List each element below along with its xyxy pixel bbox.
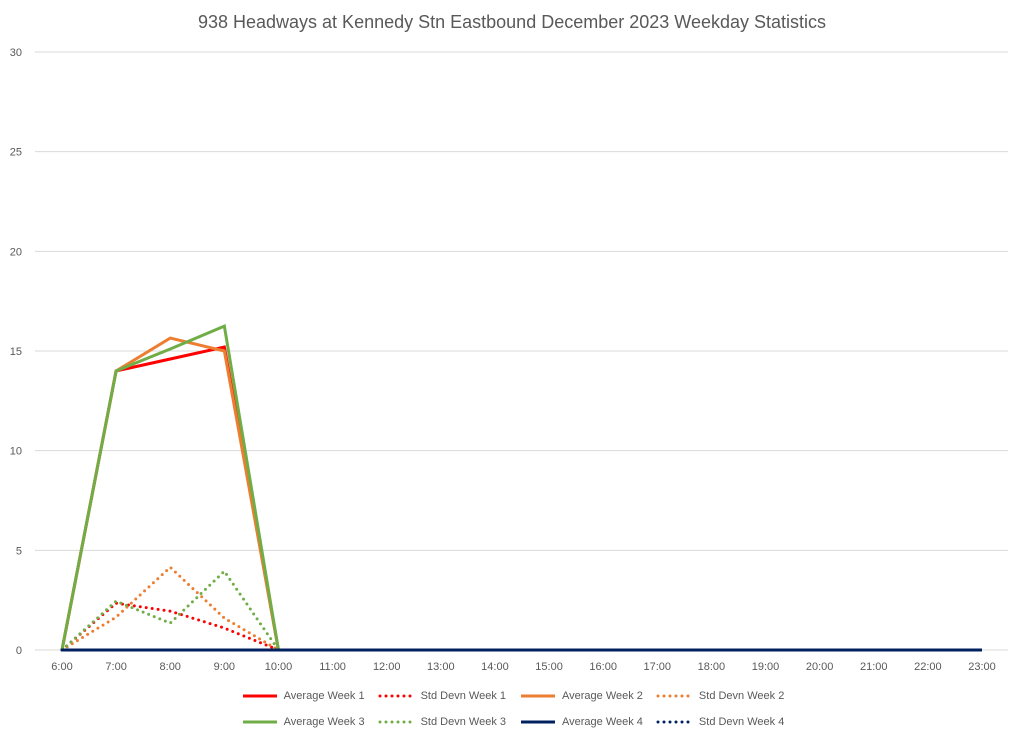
x-tick-label: 22:00 <box>914 661 942 673</box>
x-tick-label: 17:00 <box>644 661 672 673</box>
legend-swatch-icon <box>521 720 555 724</box>
legend-item: Std Devn Week 4 <box>655 716 784 728</box>
x-tick-label: 11:00 <box>319 661 346 673</box>
x-tick-label: 19:00 <box>752 661 780 673</box>
x-tick-label: 7:00 <box>105 661 126 673</box>
x-tick-label: 18:00 <box>698 661 726 673</box>
legend-item: Average Week 1 <box>240 690 365 702</box>
legend-label: Std Devn Week 2 <box>698 690 785 702</box>
legend-label: Std Devn Week 3 <box>420 716 506 728</box>
y-tick-label: 20 <box>10 246 22 258</box>
series-line-std-devn-week-2 <box>60 565 280 652</box>
y-tick-label: 10 <box>10 446 22 458</box>
x-tick-label: 13:00 <box>427 661 455 673</box>
legend-row-2: Average Week 3 Std Devn Week 3 Average Wee… <box>0 716 1024 728</box>
legend-item: Std Devn Week 2 <box>655 690 784 702</box>
legend-swatch-icon <box>378 694 416 698</box>
y-tick-label: 0 <box>16 645 22 657</box>
legend-item: Std Devn Week 3 <box>377 716 506 728</box>
legend-swatch-icon <box>521 694 555 698</box>
x-tick-label: 6:00 <box>51 661 72 673</box>
x-tick-label: 14:00 <box>481 661 509 673</box>
legend-swatch-icon <box>656 694 694 698</box>
y-tick-label: 15 <box>10 346 22 358</box>
legend-swatch-icon <box>242 720 277 724</box>
legend-label: Average Week 2 <box>562 690 643 702</box>
legend-swatch-icon <box>242 694 277 698</box>
x-tick-label: 12:00 <box>373 661 401 673</box>
legend-label: Std Devn Week 4 <box>698 716 785 728</box>
legend-label: Average Week 3 <box>283 716 365 728</box>
legend-row-1: Average Week 1 Std Devn Week 1 Average Wee… <box>0 690 1024 702</box>
chart-title: 938 Headways at Kennedy Stn Eastbound De… <box>197 12 827 32</box>
legend-item: Average Week 3 <box>240 716 365 728</box>
legend-label: Average Week 4 <box>562 716 643 728</box>
x-tick-label: 16:00 <box>589 661 617 673</box>
x-tick-label: 8:00 <box>160 661 181 673</box>
x-tick-label: 10:00 <box>265 661 293 673</box>
legend-label: Average Week 1 <box>283 690 365 702</box>
legend-swatch-icon <box>656 720 694 724</box>
legend-swatch-icon <box>378 720 416 724</box>
y-tick-label: 5 <box>16 545 22 557</box>
legend-item: Average Week 2 <box>518 690 643 702</box>
x-tick-label: 21:00 <box>860 661 888 673</box>
y-tick-label: 25 <box>10 147 22 159</box>
x-tick-label: 15:00 <box>535 661 563 673</box>
x-tick-label: 9:00 <box>214 661 235 673</box>
series-line-average-week-3 <box>60 323 280 651</box>
legend-item: Average Week 4 <box>518 716 643 728</box>
y-tick-label: 30 <box>10 47 22 59</box>
series-line-std-devn-week-3 <box>60 568 280 652</box>
legend-item: Std Devn Week 1 <box>377 690 506 702</box>
series-line-std-devn-week-1 <box>60 601 280 652</box>
x-tick-label: 23:00 <box>968 661 996 673</box>
legend-label: Std Devn Week 1 <box>420 690 506 702</box>
x-tick-label: 20:00 <box>806 661 834 673</box>
